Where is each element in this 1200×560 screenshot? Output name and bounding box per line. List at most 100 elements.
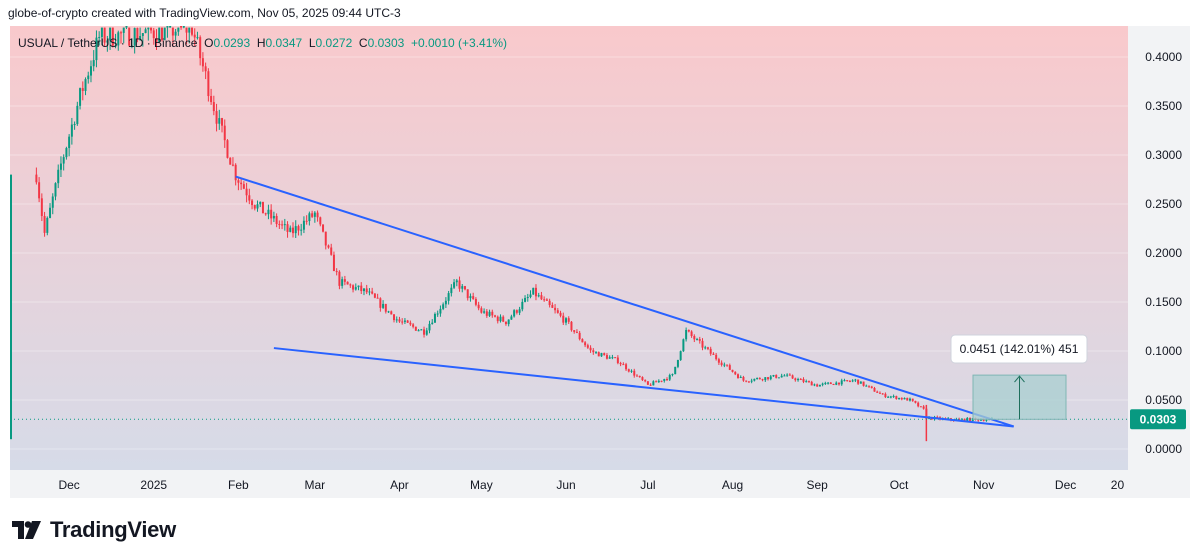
candle	[592, 348, 595, 355]
candle-body	[966, 417, 969, 422]
candle	[292, 222, 294, 238]
high-label: H	[256, 36, 266, 50]
candle-body	[122, 27, 125, 33]
candle-body	[554, 307, 557, 311]
candle	[791, 374, 794, 379]
candle-body	[900, 397, 903, 400]
trendline-upper[interactable]	[235, 175, 1015, 428]
candle-body	[412, 324, 415, 327]
candle-body	[417, 330, 420, 332]
candle	[903, 397, 906, 400]
candle-body	[423, 329, 426, 335]
candle	[188, 27, 191, 44]
candle-body	[136, 28, 139, 40]
candle	[824, 381, 827, 385]
symbol-label[interactable]: USUAL / TetherUS · 1D · Binance	[18, 36, 198, 50]
time-tick-label: Feb	[228, 478, 249, 492]
candle	[502, 315, 505, 323]
candle	[586, 343, 589, 349]
candle-body	[357, 285, 360, 288]
candle-body	[330, 247, 333, 255]
candle-body	[848, 380, 851, 382]
candle-body	[827, 382, 830, 384]
candle	[35, 167, 38, 185]
candle	[603, 352, 606, 356]
candle-body	[660, 380, 663, 382]
candle-body	[494, 315, 497, 317]
candle	[231, 157, 234, 167]
candle-body	[799, 379, 802, 381]
candle-body	[327, 245, 330, 248]
candle	[698, 336, 701, 344]
chart-attribution: globe-of-crypto created with TradingView…	[8, 6, 401, 20]
price-chart[interactable]: 0.0451 (142.01%) 451 0.40000.35000.30000…	[10, 26, 1190, 498]
candle	[843, 378, 846, 382]
candle	[305, 215, 308, 225]
trendlines[interactable]	[235, 175, 1015, 428]
candle-body	[40, 198, 43, 217]
candle-body	[248, 195, 251, 201]
candle	[911, 398, 914, 402]
candle-body	[625, 364, 628, 370]
candle	[510, 314, 513, 320]
candle-body	[87, 75, 90, 80]
candle-body	[671, 374, 674, 376]
candle	[908, 397, 911, 402]
candle	[439, 305, 442, 317]
candle-body	[114, 45, 117, 47]
open-value: 0.0293	[213, 36, 251, 50]
candle-body	[736, 374, 739, 378]
measure-label[interactable]: 0.0451 (142.01%) 451	[950, 334, 1088, 364]
candle	[570, 321, 573, 332]
trendline-lower[interactable]	[273, 347, 1014, 428]
candle	[668, 373, 671, 381]
candle-body	[551, 305, 554, 308]
candle-body	[324, 231, 327, 246]
candle	[485, 309, 488, 318]
candle-body	[843, 380, 846, 382]
candle-body	[294, 226, 297, 234]
candle-body	[570, 321, 573, 331]
candle	[676, 359, 679, 369]
low-label: L	[308, 36, 316, 50]
candle-body	[68, 136, 71, 149]
candle-body	[513, 310, 516, 317]
candle	[709, 346, 712, 356]
candle	[788, 373, 791, 376]
candle-body	[810, 381, 813, 386]
candle-body	[696, 339, 699, 341]
candle-body	[54, 183, 57, 197]
candle	[753, 378, 756, 382]
candle-body	[788, 374, 791, 376]
candle	[562, 312, 565, 325]
candle	[278, 220, 281, 229]
candle-body	[878, 392, 881, 394]
candle	[873, 386, 876, 392]
candle-body	[376, 297, 379, 299]
price-axis[interactable]: 0.4000 0.3500 0.3000 0.2500 0.2000 0.1500 0.10…	[1130, 50, 1186, 456]
candle-body	[960, 418, 963, 420]
candle	[529, 290, 532, 299]
tradingview-logo[interactable]: TradingView	[12, 517, 176, 543]
candle-body	[641, 377, 644, 381]
candle-body	[442, 304, 445, 309]
candle-body	[701, 340, 704, 348]
candle	[196, 31, 199, 40]
candle	[745, 380, 748, 383]
measure-tool[interactable]: 0.0451 (142.01%) 451	[950, 334, 1088, 420]
candle-body	[144, 29, 147, 34]
chart-panel[interactable]: 0.0451 (142.01%) 451 0.4000 0.3500 0.3000 0…	[10, 26, 1190, 498]
candle-body	[439, 308, 442, 314]
candle-body	[444, 300, 447, 305]
candle-body	[556, 310, 559, 313]
candle	[166, 26, 169, 38]
candle-body	[887, 396, 890, 398]
candle-body	[859, 381, 862, 384]
time-axis[interactable]: Dec 2025 Feb Mar Apr May Jun Jul Aug Sep Oct Nov Dec…	[58, 478, 1124, 492]
candle-body	[616, 357, 619, 364]
candle-body	[783, 375, 786, 377]
candle-body	[502, 316, 505, 322]
candle	[898, 397, 901, 400]
candle	[712, 352, 715, 355]
candle-body	[289, 227, 292, 232]
